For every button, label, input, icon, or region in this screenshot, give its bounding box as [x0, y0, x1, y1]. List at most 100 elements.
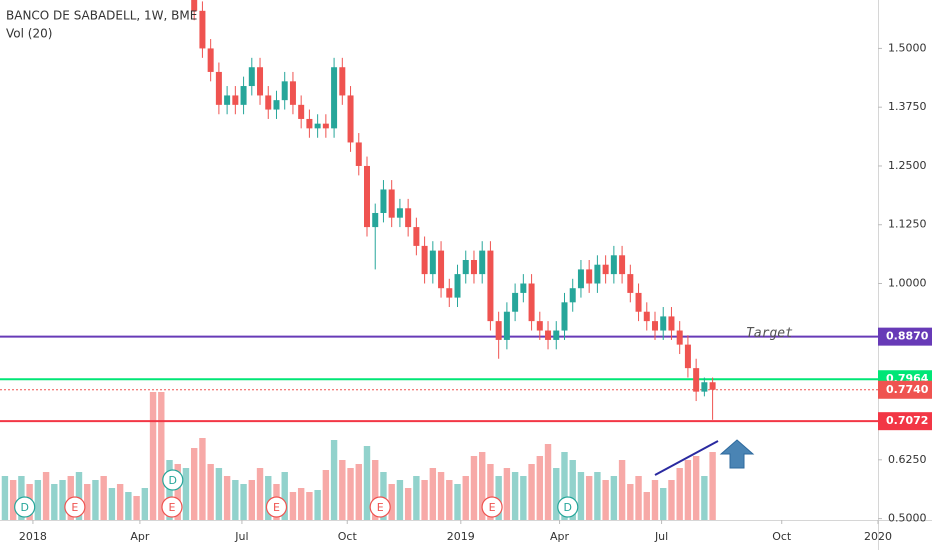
- candle-body: [289, 81, 296, 105]
- chart-title: BANCO DE SABADELL, 1W, BME: [6, 9, 197, 23]
- volume-bar: [289, 492, 297, 520]
- volume-bar: [651, 480, 659, 520]
- volume-bar: [232, 480, 239, 520]
- x-tick-label: 2018: [19, 530, 47, 543]
- candle-body: [536, 321, 543, 331]
- volume-bar: [51, 484, 58, 520]
- volume-label: Vol (20): [6, 27, 52, 41]
- volume-bar: [240, 484, 247, 520]
- candle-body: [355, 142, 362, 166]
- candle-body: [684, 344, 691, 369]
- candle-body: [610, 255, 617, 275]
- candle-body: [487, 250, 494, 322]
- volume-bar: [1, 476, 9, 520]
- volume-bar: [125, 492, 132, 520]
- y-tick-label: 1.3750: [888, 100, 927, 113]
- volume-bar: [149, 392, 157, 520]
- candle-body: [594, 264, 601, 284]
- volume-bar: [520, 476, 527, 520]
- candle-body: [306, 118, 313, 129]
- price-badge: [878, 327, 932, 346]
- x-tick-label: Apr: [550, 530, 570, 543]
- volume-bar: [339, 460, 346, 520]
- volume-bar: [594, 472, 601, 520]
- candle-body: [314, 123, 321, 129]
- events-layer: D E E D E E E D: [14, 469, 579, 518]
- candle-body: [363, 165, 370, 228]
- candle-body: [545, 330, 552, 340]
- volume-bar: [330, 440, 338, 520]
- candle-body: [248, 67, 255, 87]
- candle-body: [512, 292, 519, 312]
- candle-body: [577, 269, 584, 289]
- candle-body: [586, 269, 593, 284]
- volume-bar: [709, 452, 716, 520]
- event-marker: [14, 496, 36, 518]
- x-tick-label: 2020: [864, 530, 892, 543]
- volume-bar: [306, 492, 313, 520]
- volume-bar: [174, 464, 181, 520]
- candle-body: [627, 274, 634, 293]
- candle-body: [281, 81, 288, 101]
- candle-body: [388, 189, 395, 218]
- volume-bar: [396, 480, 404, 520]
- candle-body: [215, 71, 222, 105]
- candle-body: [569, 288, 576, 303]
- candle-body: [339, 67, 346, 96]
- candle-body: [553, 330, 560, 340]
- candle-body: [191, 0, 198, 11]
- volume-bar: [413, 476, 420, 520]
- volume-bar: [322, 470, 330, 520]
- y-tick-label: 1.1250: [888, 218, 927, 231]
- candle-body: [652, 321, 659, 331]
- candle-body: [232, 95, 239, 105]
- volume-bar: [462, 476, 469, 520]
- candle-body: [520, 283, 527, 293]
- axes-layer: 1.5000 1.3750 1.2500 1.1250 1.0000 0.6250 0.50…: [19, 41, 932, 543]
- candle-body: [199, 10, 206, 49]
- volume-bar: [265, 476, 272, 520]
- candle-body: [240, 86, 247, 105]
- volume-bar: [577, 472, 585, 520]
- volume-bar: [223, 476, 231, 520]
- volume-bar: [643, 492, 650, 520]
- arrow-up: [719, 439, 755, 469]
- candle-body: [643, 311, 650, 322]
- event-label: E: [377, 501, 384, 514]
- event-label: E: [273, 501, 280, 514]
- volume-bar: [553, 468, 560, 520]
- volume-bar: [347, 468, 354, 520]
- event-marker: [369, 496, 391, 518]
- candle-body: [298, 104, 305, 119]
- volume-bar: [692, 456, 700, 520]
- volume-bar: [141, 488, 149, 520]
- candle-body: [479, 250, 486, 275]
- y-tick-label: 1.2500: [888, 159, 927, 172]
- volume-bar: [544, 444, 552, 520]
- candle-body: [693, 368, 700, 392]
- trend-line: [654, 440, 719, 476]
- volume-bar: [158, 392, 165, 520]
- candle-body: [528, 283, 535, 322]
- volume-bar: [660, 488, 667, 520]
- x-tick-label: Jul: [654, 530, 668, 543]
- price-lines-layer: [0, 335, 878, 423]
- event-marker: [162, 469, 184, 491]
- y-tick-label: 0.6250: [888, 453, 927, 466]
- candles-layer: [191, 0, 716, 420]
- volume-bar: [34, 480, 42, 520]
- candle-body: [462, 260, 469, 275]
- candle-body: [701, 382, 708, 392]
- event-label: E: [489, 501, 496, 514]
- event-marker: [64, 496, 86, 518]
- volume-bar: [585, 476, 593, 520]
- volume-bar: [676, 468, 683, 520]
- x-tick-label: Jul: [234, 530, 248, 543]
- volume-bar: [59, 480, 66, 520]
- volume-bar: [256, 468, 264, 520]
- candle-body: [207, 48, 214, 72]
- price-badge-label: 0.7072: [886, 414, 928, 427]
- volume-bar: [108, 488, 116, 520]
- event-marker: [481, 496, 503, 518]
